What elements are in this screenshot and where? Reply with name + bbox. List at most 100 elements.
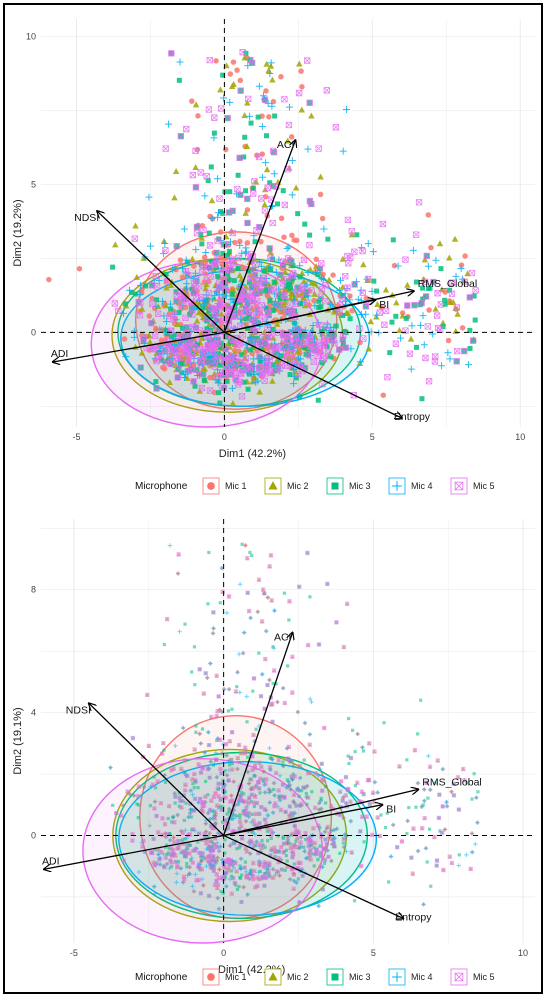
point-mic-5 [252,290,260,297]
point-mic-3 [302,758,306,762]
point-mic-3 [361,749,366,753]
point-mic-5 [293,300,300,307]
point-mic-2 [292,184,300,191]
point-mic-3 [393,313,399,319]
point-mic-3 [310,790,314,794]
point-mic-5 [200,804,205,809]
point-mic-5 [461,347,468,355]
point-mic-5 [276,788,281,793]
point-mic-3 [248,363,254,369]
point-mic-4 [167,837,173,843]
legend-marker-mic-1 [207,482,215,490]
point-mic-4 [156,325,164,333]
point-mic-2 [300,277,308,284]
point-mic-5 [329,836,335,842]
point-mic-4 [191,889,197,894]
point-mic-2 [452,327,459,334]
point-mic-1 [211,389,218,396]
point-mic-3 [414,805,418,809]
point-mic-3 [287,257,293,263]
point-mic-5 [351,248,358,255]
point-mic-4 [229,793,234,798]
point-mic-4 [213,750,219,756]
point-mic-3 [241,379,247,385]
point-mic-4 [169,354,177,362]
x-tick-label: 0 [221,948,226,958]
point-mic-2 [146,332,153,339]
point-mic-4 [424,262,432,270]
point-mic-4 [214,213,222,221]
legend-label-mic-3: Mic 3 [349,972,371,982]
point-mic-5 [276,856,281,861]
point-mic-5 [221,784,226,790]
point-mic-5 [297,584,302,589]
point-mic-3 [185,843,189,847]
point-mic-5 [157,857,162,862]
point-mic-2 [241,112,248,119]
legend-title: Microphone [135,972,188,983]
point-mic-3 [421,803,425,807]
point-mic-1 [445,337,452,344]
point-mic-4 [204,846,209,852]
point-mic-5 [338,295,346,302]
point-mic-3 [164,327,170,333]
point-mic-3 [193,683,197,687]
point-mic-5 [406,350,414,357]
point-mic-3 [207,550,211,555]
point-mic-3 [333,323,339,329]
point-mic-5 [326,854,331,859]
point-mic-4 [125,286,133,294]
point-mic-4 [177,629,182,634]
point-mic-3 [297,274,303,280]
x-tick-label: 5 [370,432,375,442]
point-mic-5 [137,364,144,371]
point-mic-4 [108,765,113,770]
point-mic-3 [419,698,423,702]
point-mic-5 [281,96,288,103]
point-mic-3 [347,761,351,766]
point-mic-3 [252,823,256,827]
point-mic-5 [351,281,358,288]
point-mic-4 [422,798,427,804]
point-mic-4 [473,841,478,847]
point-mic-5 [166,803,172,809]
point-mic-5 [468,866,473,872]
point-mic-5 [192,283,199,290]
point-mic-5 [190,860,195,865]
point-mic-5 [259,764,264,769]
point-mic-4 [420,341,428,349]
point-mic-2 [339,255,347,262]
point-mic-4 [231,865,236,871]
point-mic-5 [294,803,299,808]
legend-label-mic-1: Mic 1 [225,972,247,982]
point-mic-2 [263,60,270,67]
point-mic-5 [468,269,476,277]
point-mic-5 [152,332,159,339]
point-mic-5 [306,771,311,776]
point-mic-4 [250,370,258,378]
point-mic-5 [256,577,262,582]
point-mic-3 [252,804,256,809]
point-mic-1 [244,240,251,246]
point-mic-5 [344,252,351,260]
point-mic-5 [152,806,157,811]
point-mic-4 [464,852,469,858]
point-mic-5 [455,775,461,780]
point-mic-4 [302,849,307,854]
point-mic-5 [280,330,287,337]
point-mic-1 [194,146,201,153]
point-mic-4 [255,82,263,90]
point-mic-4 [238,249,246,257]
point-mic-5 [300,340,307,347]
point-mic-2 [273,320,281,327]
point-mic-4 [208,295,216,303]
point-mic-4 [409,246,417,254]
point-mic-5 [198,770,204,775]
point-mic-3 [284,854,288,858]
point-mic-5 [285,121,293,129]
point-mic-3 [166,851,170,855]
point-mic-5 [314,352,321,359]
point-mic-4 [307,696,313,702]
point-mic-2 [228,227,235,234]
point-mic-4 [419,804,424,809]
